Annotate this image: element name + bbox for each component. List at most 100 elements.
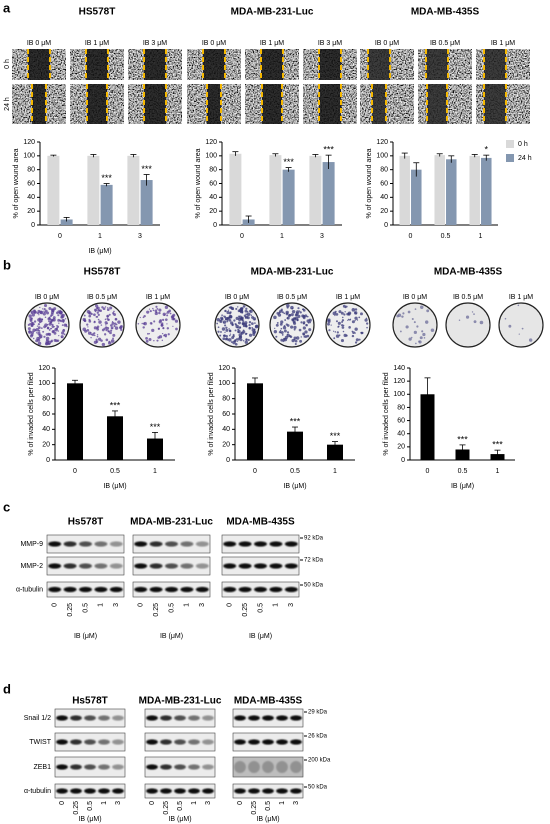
cell <box>471 311 474 313</box>
bar <box>481 157 492 225</box>
cell <box>234 329 237 332</box>
x-tick-label: 0 <box>253 468 257 475</box>
cell <box>419 336 423 340</box>
cell <box>51 308 55 312</box>
cell <box>95 338 98 341</box>
cell <box>93 326 97 330</box>
cell <box>162 327 165 330</box>
cell <box>216 322 219 325</box>
band <box>98 788 110 794</box>
band <box>188 715 200 721</box>
cell <box>57 330 60 332</box>
x-axis-label: IB (μM) <box>74 633 97 640</box>
bar <box>399 155 410 225</box>
y-axis-label: % of invaded cells per filed <box>28 372 35 455</box>
band <box>238 563 252 569</box>
cell <box>110 324 113 327</box>
cell <box>354 341 358 344</box>
band <box>180 563 194 569</box>
cell <box>302 308 304 311</box>
x-tick-label: 3 <box>320 233 324 240</box>
band <box>290 739 302 745</box>
cell <box>358 316 361 319</box>
cell <box>304 314 308 318</box>
x-tick-label: 0 <box>73 468 77 475</box>
cell <box>343 313 346 316</box>
cell <box>337 325 340 328</box>
band <box>149 586 163 593</box>
legend-swatch <box>506 154 514 162</box>
cell <box>60 335 64 339</box>
cell <box>294 343 297 346</box>
cell <box>110 339 115 343</box>
cell <box>340 339 344 343</box>
wound-gap <box>426 49 448 80</box>
significance: *** <box>492 440 503 450</box>
cell <box>43 310 45 312</box>
x-tick-label: 1 <box>479 233 483 240</box>
lane-label: 0.5 <box>82 603 89 613</box>
cell <box>248 326 252 330</box>
cell <box>221 327 226 331</box>
image-label: IB 0 μM <box>225 294 249 301</box>
band <box>149 563 163 569</box>
significance: *** <box>141 164 152 174</box>
wound-gap <box>319 49 341 80</box>
y-tick-label: 20 <box>380 208 388 215</box>
cell <box>281 334 284 336</box>
cell <box>286 316 290 320</box>
cell <box>137 322 140 325</box>
cell <box>294 339 298 343</box>
band <box>165 541 178 547</box>
band <box>98 715 110 721</box>
cell <box>43 325 47 329</box>
cell <box>273 330 278 334</box>
bar <box>322 162 335 225</box>
cell <box>351 308 356 312</box>
cell <box>333 337 336 340</box>
y-tick-label: 80 <box>27 167 35 174</box>
y-tick-label: 100 <box>23 153 35 160</box>
cell <box>239 338 243 342</box>
bar <box>269 155 282 225</box>
cell <box>113 324 116 328</box>
band <box>160 764 172 770</box>
cell <box>28 314 32 318</box>
band <box>70 788 82 794</box>
cell <box>337 321 341 325</box>
cell <box>327 319 331 323</box>
band <box>188 764 200 770</box>
well <box>325 302 371 348</box>
marker-label: 26 kDa <box>308 734 328 740</box>
band <box>195 541 209 547</box>
band <box>70 764 82 770</box>
y-axis-label: % of open wound area <box>13 148 20 218</box>
bar <box>229 153 242 225</box>
cell <box>232 335 235 338</box>
cell <box>244 309 248 313</box>
band <box>56 739 68 745</box>
band <box>202 739 214 745</box>
band <box>269 586 283 593</box>
legend-label: 24 h <box>518 155 532 162</box>
cell <box>145 339 149 343</box>
cell <box>286 324 290 327</box>
cell <box>106 326 110 330</box>
cell <box>229 306 231 308</box>
cell <box>288 334 292 338</box>
band <box>262 761 274 773</box>
cell <box>244 340 248 344</box>
cell <box>237 306 239 308</box>
cell <box>39 321 41 324</box>
cell <box>30 321 34 325</box>
cell <box>108 341 112 345</box>
y-tick-label: 40 <box>397 431 405 438</box>
cell <box>224 324 227 327</box>
lane-label: 3 <box>288 603 295 607</box>
cell <box>282 337 286 341</box>
cell <box>230 341 233 343</box>
cell <box>114 317 118 321</box>
cell <box>95 340 99 343</box>
band <box>202 715 214 721</box>
band <box>109 541 123 547</box>
